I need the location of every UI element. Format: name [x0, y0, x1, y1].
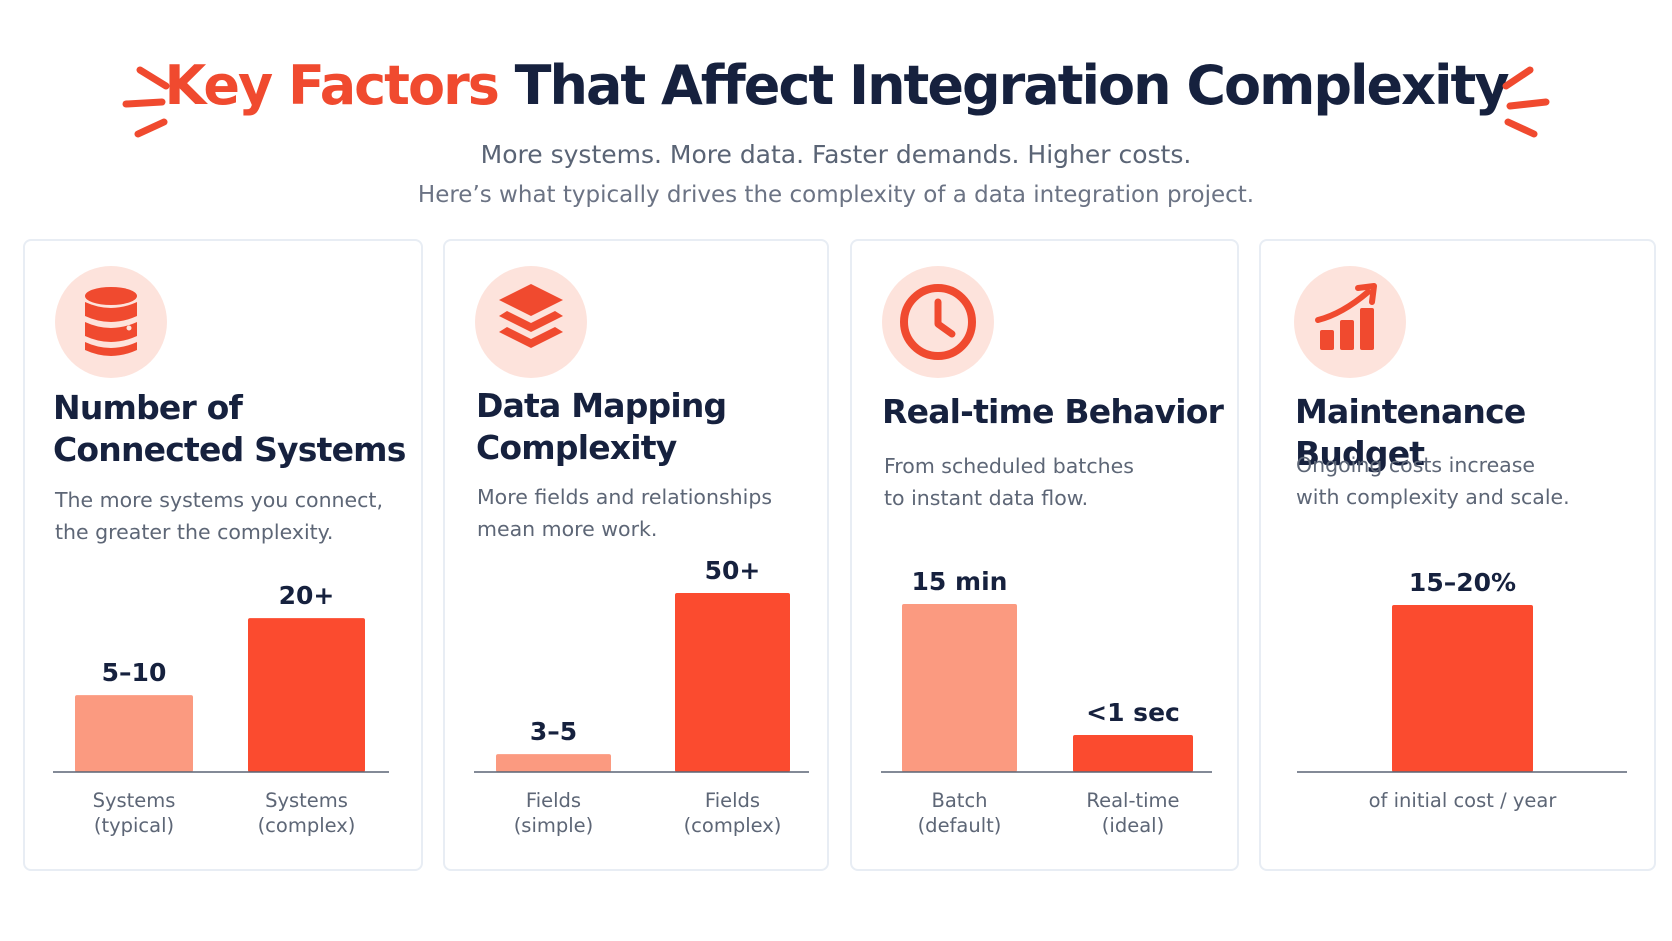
bar	[675, 593, 790, 772]
bar	[248, 618, 365, 772]
growth-chart-icon	[1315, 283, 1377, 350]
bar	[902, 604, 1017, 772]
card-title-line: Maintenance Budget	[1295, 392, 1526, 473]
category-label: Systems	[93, 789, 176, 812]
category-label: Batch	[931, 789, 987, 812]
bar-value-label: 3–5	[530, 717, 577, 746]
left-burst-icon	[122, 66, 170, 138]
category-label: (complex)	[684, 814, 782, 837]
page-title: Key Factors That Affect Integration Comp…	[0, 46, 1672, 126]
card-description-line: the greater the complexity.	[55, 520, 334, 544]
card-connected-systems: Number of Connected Systems The more sys…	[23, 239, 423, 871]
right-burst-icon	[1502, 66, 1550, 138]
card-real-time: Real-time Behavior From scheduled batche…	[850, 239, 1239, 871]
card-description: The more systems you connect, the greate…	[55, 484, 383, 548]
card-title-line: Number of	[53, 388, 243, 427]
bar-value-label: 20+	[279, 581, 335, 610]
card-title-line: Data Mapping	[476, 386, 727, 425]
card-description-line: Ongoing costs increase	[1296, 453, 1536, 477]
card-title-line: Real-time Behavior	[882, 392, 1224, 431]
bar	[496, 754, 611, 772]
bar-value-label: 15–20%	[1409, 568, 1516, 597]
card-description: Ongoing costs increase with complexity a…	[1296, 449, 1570, 513]
category-label: (typical)	[94, 814, 174, 837]
category-label: Fields	[526, 789, 581, 812]
card-data-mapping: Data Mapping Complexity More fields and …	[443, 239, 829, 871]
category-label: (complex)	[258, 814, 356, 837]
card-description-line: with complexity and scale.	[1296, 485, 1570, 509]
card-description-line: The more systems you connect,	[55, 488, 383, 512]
icon-badge	[475, 266, 587, 378]
bar	[75, 695, 193, 772]
card-description-line: mean more work.	[477, 517, 658, 541]
category-label: Fields	[705, 789, 760, 812]
bar-value-label: 5–10	[102, 658, 167, 687]
database-icon	[85, 287, 137, 356]
layers-icon	[499, 284, 563, 348]
category-label: Systems	[265, 789, 348, 812]
card-title-line: Connected Systems	[53, 430, 406, 469]
category-label: Real-time	[1086, 789, 1179, 812]
title-rest: That Affect Integration Complexity	[497, 54, 1510, 117]
card-title-line: Complexity	[476, 428, 677, 467]
category-label: (simple)	[514, 814, 594, 837]
title-accent: Key Factors	[164, 54, 499, 117]
chart-maintenance: 15–20% of initial cost / year	[1297, 568, 1627, 812]
chart-real-time: 15 min Batch(default) <1 sec Real-time(idea…	[881, 567, 1212, 837]
card-description-line: to instant data flow.	[884, 486, 1089, 510]
card-maintenance: Maintenance Budget Ongoing costs increas…	[1259, 239, 1656, 871]
bar	[1073, 735, 1193, 772]
card-title: Data Mapping Complexity	[476, 385, 727, 469]
card-description: More fields and relationships mean more …	[477, 481, 772, 545]
category-label: (default)	[918, 814, 1002, 837]
bar-value-label: 15 min	[912, 567, 1008, 596]
clock-icon	[900, 284, 976, 360]
card-title: Maintenance Budget	[1295, 391, 1654, 475]
icon-badge	[882, 266, 994, 378]
bar	[1392, 605, 1533, 772]
card-description: From scheduled batches to instant data f…	[884, 450, 1134, 514]
category-label: of initial cost / year	[1369, 789, 1558, 812]
card-description-line: From scheduled batches	[884, 454, 1134, 478]
bar-value-label: <1 sec	[1086, 698, 1180, 727]
category-label: (ideal)	[1102, 814, 1164, 837]
subtitle-primary: More systems. More data. Faster demands.…	[480, 140, 1192, 169]
card-title: Real-time Behavior	[882, 391, 1224, 433]
subtitle-secondary: Here’s what typically drives the complex…	[417, 182, 1255, 208]
icon-badge	[55, 266, 167, 378]
bar-value-label: 50+	[705, 556, 761, 585]
icon-badge	[1294, 266, 1406, 378]
card-description-line: More fields and relationships	[477, 485, 773, 509]
card-title: Number of Connected Systems	[53, 387, 406, 471]
